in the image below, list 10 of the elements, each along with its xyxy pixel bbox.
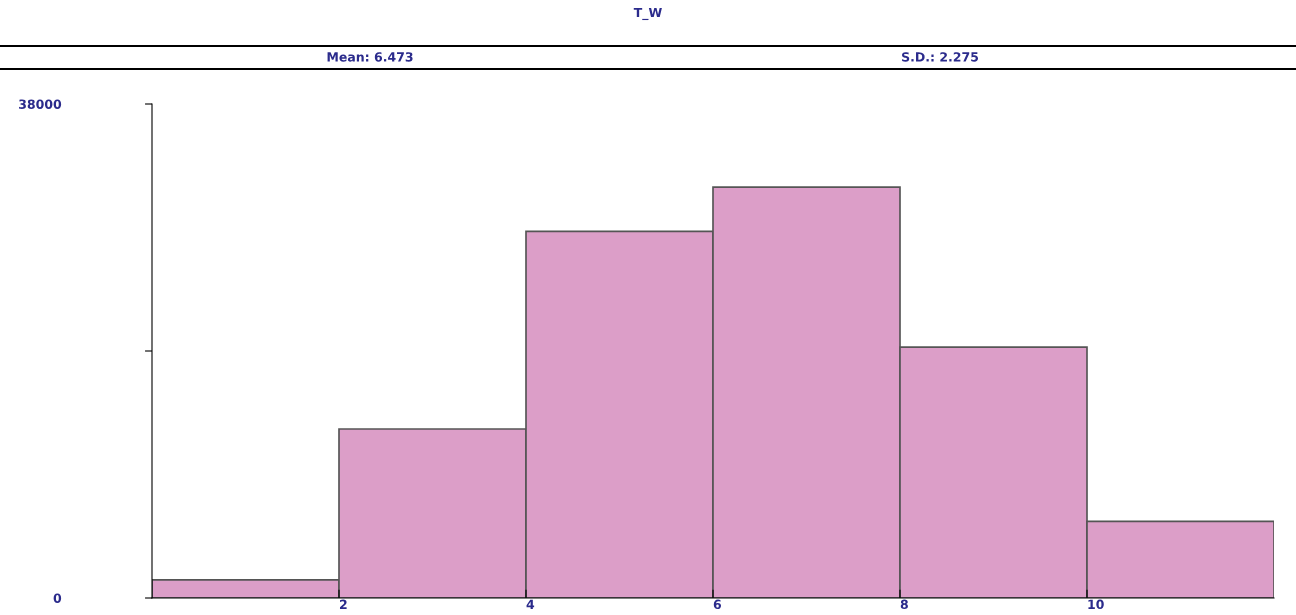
x-tick-label: 2 <box>339 599 347 609</box>
text: Mean: 6.473 <box>327 52 413 62</box>
x-tick-label: 6 <box>713 599 722 610</box>
text: S.D.: 2.275 <box>902 52 979 62</box>
y-tick-label: 38000 <box>19 99 62 109</box>
x-tick-label: 4 <box>526 599 535 609</box>
x-tick-label: 10 <box>1088 599 1104 610</box>
chart-title: T_W <box>633 7 662 21</box>
x-tick-label: 8 <box>900 599 908 610</box>
y-tick-label: 0 <box>53 593 62 603</box>
